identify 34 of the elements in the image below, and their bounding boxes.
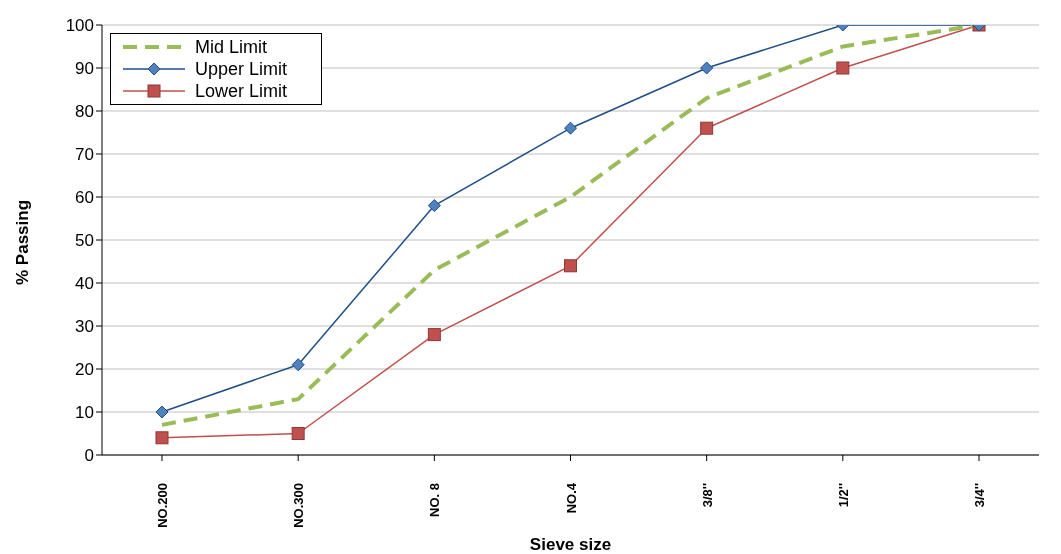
x-tick-label: NO.4: [563, 482, 579, 514]
point: [291, 358, 305, 372]
point: [291, 427, 305, 440]
point: [564, 259, 577, 273]
point: [427, 199, 441, 213]
y-tick-label: 90: [75, 59, 94, 79]
legend-label: Upper Limit: [195, 58, 288, 80]
x-tick-label: 3/4'': [972, 483, 987, 508]
y-tick-label: 100: [65, 16, 94, 36]
y-tick-label: 30: [75, 317, 94, 337]
y-tick-label: 0: [84, 446, 94, 466]
x-tick-label: 3/8'': [699, 483, 715, 508]
point: [700, 61, 714, 75]
x-tick-label: NO.300: [291, 483, 307, 528]
x-tick-label: NO. 8: [427, 483, 443, 517]
legend-label: Lower Limit: [195, 80, 288, 102]
point: [155, 431, 169, 445]
y-tick-label: 10: [75, 403, 94, 423]
point: [427, 328, 441, 342]
y-tick-label: 70: [75, 145, 94, 165]
y-tick-label: 20: [75, 360, 94, 380]
point: [155, 405, 169, 419]
y-tick-label: 60: [75, 188, 94, 208]
x-axis-title: Sieve size: [529, 535, 612, 554]
y-axis-title: % Passing: [13, 199, 33, 285]
x-tick-label: 1/2'': [835, 483, 851, 508]
x-tick-label: NO.200: [155, 483, 170, 528]
legend-label: Mid Limit: [195, 36, 268, 58]
y-tick-label: 80: [75, 102, 94, 122]
point: [564, 121, 577, 135]
y-tick-label: 50: [75, 231, 94, 251]
point: [836, 61, 850, 75]
point: [700, 121, 714, 135]
y-tick-label: 40: [75, 274, 94, 294]
